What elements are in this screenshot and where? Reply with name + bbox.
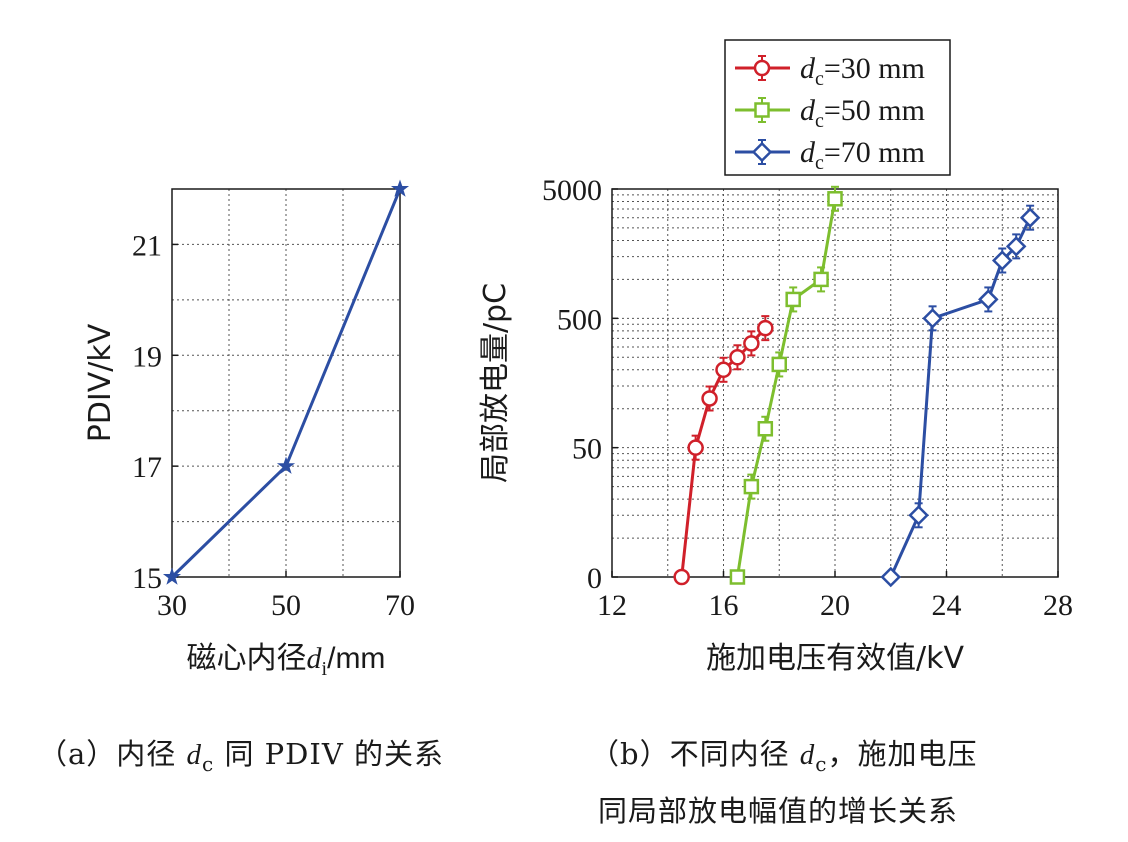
diamond-marker bbox=[1019, 207, 1041, 228]
caption-a-prefix: （a）内径 bbox=[38, 737, 177, 771]
panel-b-plot-area bbox=[611, 188, 1059, 578]
series-group bbox=[673, 315, 774, 586]
caption-b-rest: ，施加电压 bbox=[827, 737, 978, 771]
caption-b-sub: c bbox=[815, 752, 828, 776]
caption-a: （a）内径 dc 同 PDIV 的关系 bbox=[38, 731, 445, 776]
diamond-marker bbox=[1005, 236, 1027, 257]
legend-label-var: d bbox=[800, 52, 816, 85]
x-tick-label: 16 bbox=[709, 589, 739, 622]
panel-b-series bbox=[673, 185, 1041, 588]
y-tick-label: 17 bbox=[132, 451, 162, 484]
caption-a-sub: c bbox=[202, 752, 215, 776]
x-tick-label: 20 bbox=[820, 589, 850, 622]
legend-marker bbox=[754, 102, 770, 118]
x-tick-label: 50 bbox=[271, 589, 301, 622]
y-tick-label: 5000 bbox=[542, 174, 602, 207]
caption-b-var: d bbox=[799, 739, 816, 771]
legend-label-sub: c bbox=[815, 152, 824, 174]
x-tick-label: 28 bbox=[1043, 589, 1073, 622]
square-marker bbox=[771, 356, 787, 373]
diamond-marker bbox=[880, 566, 902, 588]
panel-b-chart: 12 16 20 24 28 0 50 500 5000 局部放电量/pC 施加电压有效值/kV… bbox=[478, 39, 1073, 676]
legend-label-sub: c bbox=[815, 110, 824, 132]
legend-label: dc=70 mm bbox=[800, 136, 925, 174]
diamond-marker bbox=[922, 308, 943, 329]
panel-b-grid bbox=[612, 189, 1058, 577]
x-tick-label: 30 bbox=[157, 589, 187, 622]
panel-a-series bbox=[162, 179, 410, 585]
square-marker bbox=[785, 291, 801, 308]
panel-a-x-axis-label-unit: /mm bbox=[327, 642, 385, 675]
legend-label: dc=50 mm bbox=[800, 94, 925, 132]
square-marker bbox=[743, 478, 760, 495]
caption-b-line2: 同局部放电幅值的增长关系 bbox=[598, 788, 958, 830]
star-marker bbox=[162, 567, 182, 585]
star-marker bbox=[390, 179, 410, 197]
y-tick-label: 50 bbox=[572, 433, 602, 466]
diamond-marker bbox=[908, 505, 929, 526]
panel-a-x-axis-label-var: d bbox=[307, 642, 323, 675]
circle-marker bbox=[715, 361, 732, 379]
series-group bbox=[729, 185, 843, 585]
square-marker bbox=[827, 191, 843, 207]
y-tick-label: 19 bbox=[132, 340, 162, 373]
legend-label-rest: =30 mm bbox=[824, 52, 925, 85]
diamond-marker bbox=[991, 250, 1013, 271]
series-group bbox=[880, 204, 1041, 588]
panel-b-y-axis-label: 局部放电量/pC bbox=[478, 283, 513, 483]
y-tick-label: 21 bbox=[132, 229, 162, 262]
circle-marker bbox=[729, 349, 746, 366]
circle-marker bbox=[673, 568, 690, 586]
panel-a-x-axis-label-text: 磁心内径 bbox=[187, 641, 307, 676]
square-marker bbox=[813, 271, 829, 288]
series-line bbox=[889, 217, 1032, 578]
y-tick-label: 500 bbox=[557, 303, 602, 336]
panel-a-ticks: 30 50 70 15 17 19 21 bbox=[132, 229, 415, 622]
legend-label: dc=30 mm bbox=[800, 52, 925, 90]
legend-label-sub: c bbox=[815, 68, 824, 90]
y-tick-label: 0 bbox=[587, 562, 602, 595]
circle-marker bbox=[701, 390, 718, 407]
panel-a-chart: 30 50 70 15 17 19 21 PDIV/kV 磁心内径di/mm bbox=[83, 179, 415, 680]
legend-marker bbox=[751, 141, 773, 163]
panel-b-x-axis-label: 施加电压有效值/kV bbox=[706, 641, 964, 676]
x-tick-label: 70 bbox=[385, 589, 415, 622]
caption-b-prefix: （b）不同内径 bbox=[590, 737, 790, 771]
square-marker bbox=[729, 569, 746, 585]
series-line bbox=[735, 198, 837, 578]
panel-b-ticks: 12 16 20 24 28 0 50 500 5000 bbox=[542, 174, 1073, 622]
y-tick-label: 15 bbox=[132, 562, 162, 595]
legend-label-rest: =70 mm bbox=[824, 136, 925, 169]
legend-label-var: d bbox=[800, 94, 816, 127]
caption-a-var: d bbox=[186, 739, 203, 771]
legend-label-rest: =50 mm bbox=[824, 94, 925, 127]
panel-a-plot-area bbox=[171, 188, 401, 578]
circle-marker bbox=[687, 439, 704, 456]
panel-a-grid bbox=[172, 189, 400, 577]
legend-marker bbox=[753, 59, 771, 77]
circle-marker bbox=[743, 335, 760, 352]
square-marker bbox=[757, 421, 774, 437]
caption-a-rest: 同 PDIV 的关系 bbox=[224, 737, 445, 771]
series-line bbox=[170, 188, 402, 579]
panel-a-x-axis-label-sub: i bbox=[322, 658, 328, 680]
diamond-marker bbox=[978, 289, 999, 310]
circle-marker bbox=[757, 319, 774, 337]
caption-b-line1: （b）不同内径 dc，施加电压 bbox=[590, 731, 978, 776]
panel-a-y-axis-label: PDIV/kV bbox=[83, 323, 118, 442]
star-marker bbox=[276, 456, 296, 474]
caption-b-line2-text: 同局部放电幅值的增长关系 bbox=[598, 794, 959, 828]
panel-a-x-axis-label: 磁心内径di/mm bbox=[187, 641, 386, 680]
x-tick-label: 24 bbox=[932, 589, 962, 622]
legend-label-var: d bbox=[800, 136, 816, 169]
x-tick-label: 12 bbox=[597, 589, 627, 622]
